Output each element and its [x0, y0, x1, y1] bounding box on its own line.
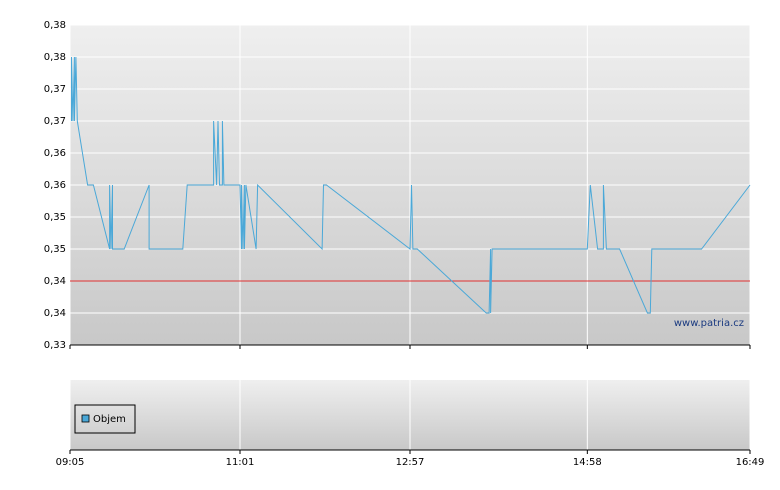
- x-tick-label: 14:58: [573, 457, 602, 468]
- x-tick-label: 16:49: [736, 457, 765, 468]
- y-tick-label: 0,38: [44, 52, 66, 63]
- y-tick-label: 0,36: [44, 148, 66, 159]
- y-tick-label: 0,34: [44, 308, 66, 319]
- y-tick-label: 0,34: [44, 276, 66, 287]
- x-tick-label: 12:57: [396, 457, 425, 468]
- y-tick-label: 0,38: [44, 20, 66, 31]
- y-tick-label: 0,37: [44, 84, 66, 95]
- watermark: www.patria.cz: [674, 318, 744, 329]
- price-line: [71, 56, 751, 314]
- x-tick-label: 11:01: [226, 457, 255, 468]
- y-tick-label: 0,35: [44, 244, 66, 255]
- y-tick-label: 0,37: [44, 116, 66, 127]
- y-tick-label: 0,35: [44, 212, 66, 223]
- y-tick-label: 0,33: [44, 340, 66, 351]
- legend-swatch: [81, 414, 90, 423]
- legend-box: [74, 404, 136, 434]
- legend-label: Objem: [93, 414, 126, 425]
- y-tick-label: 0,36: [44, 180, 66, 191]
- x-tick-label: 09:05: [56, 457, 85, 468]
